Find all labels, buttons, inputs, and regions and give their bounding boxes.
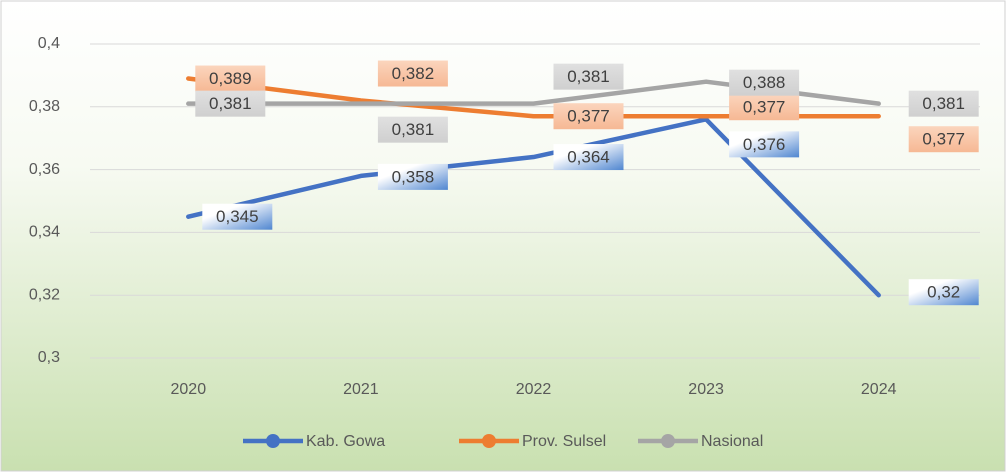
data-label-box xyxy=(908,126,979,153)
x-tick-label: 2021 xyxy=(343,381,379,398)
data-label: 0,364 xyxy=(553,144,624,171)
data-label-box xyxy=(553,63,624,90)
y-tick-label: 0,3 xyxy=(38,349,60,366)
data-label-box xyxy=(195,65,266,92)
data-label: 0,381 xyxy=(377,116,448,143)
data-label-text: 0,381 xyxy=(567,67,610,86)
data-label-text: 0,345 xyxy=(216,207,259,226)
data-label-text: 0,382 xyxy=(392,64,435,83)
data-label-box xyxy=(553,103,624,130)
data-label-box xyxy=(377,163,448,190)
data-label-text: 0,381 xyxy=(209,94,252,113)
data-label-text: 0,381 xyxy=(392,120,435,139)
data-label-text: 0,364 xyxy=(567,148,610,167)
data-label-box xyxy=(729,94,800,121)
y-tick-label: 0,32 xyxy=(29,286,60,303)
data-label-box xyxy=(908,90,979,117)
x-tick-label: 2022 xyxy=(516,381,552,398)
y-tick-label: 0,36 xyxy=(29,161,60,178)
data-label: 0,32 xyxy=(908,279,979,306)
data-label-text: 0,389 xyxy=(209,69,252,88)
data-label: 0,381 xyxy=(553,63,624,90)
legend-label: Nasional xyxy=(701,433,763,450)
legend-marker xyxy=(266,434,280,448)
data-label: 0,388 xyxy=(729,69,800,96)
data-label: 0,358 xyxy=(377,163,448,190)
data-label: 0,389 xyxy=(195,65,266,92)
data-label-text: 0,32 xyxy=(927,283,960,302)
data-label-box xyxy=(377,60,448,87)
series-line xyxy=(186,117,881,298)
data-label-text: 0,388 xyxy=(743,73,786,92)
data-label-text: 0,377 xyxy=(567,107,610,126)
data-label: 0,381 xyxy=(195,90,266,117)
data-label: 0,377 xyxy=(553,103,624,130)
x-tick-label: 2020 xyxy=(171,381,207,398)
y-tick-label: 0,34 xyxy=(29,224,60,241)
data-label: 0,377 xyxy=(729,94,800,121)
data-label-box xyxy=(553,144,624,171)
legend-marker xyxy=(661,434,675,448)
data-label-text: 0,377 xyxy=(922,130,965,149)
data-label-box xyxy=(195,90,266,117)
data-label-text: 0,377 xyxy=(743,98,786,117)
x-tick-label: 2023 xyxy=(688,381,724,398)
data-label-box xyxy=(729,69,800,96)
data-label-box xyxy=(729,131,800,158)
data-label-box xyxy=(908,279,979,306)
data-label: 0,377 xyxy=(908,126,979,153)
y-tick-label: 0,4 xyxy=(38,35,60,52)
legend-label: Kab. Gowa xyxy=(306,433,385,450)
data-label: 0,381 xyxy=(908,90,979,117)
data-label-text: 0,381 xyxy=(922,94,965,113)
data-label: 0,382 xyxy=(377,60,448,87)
data-label-text: 0,376 xyxy=(743,135,786,154)
legend-marker xyxy=(482,434,496,448)
y-tick-label: 0,38 xyxy=(29,98,60,115)
data-label-box xyxy=(202,203,273,230)
x-tick-label: 2024 xyxy=(861,381,897,398)
data-label-text: 0,358 xyxy=(392,167,435,186)
data-label: 0,376 xyxy=(729,131,800,158)
data-label: 0,345 xyxy=(202,203,273,230)
data-label-box xyxy=(377,116,448,143)
legend-label: Prov. Sulsel xyxy=(522,433,606,450)
